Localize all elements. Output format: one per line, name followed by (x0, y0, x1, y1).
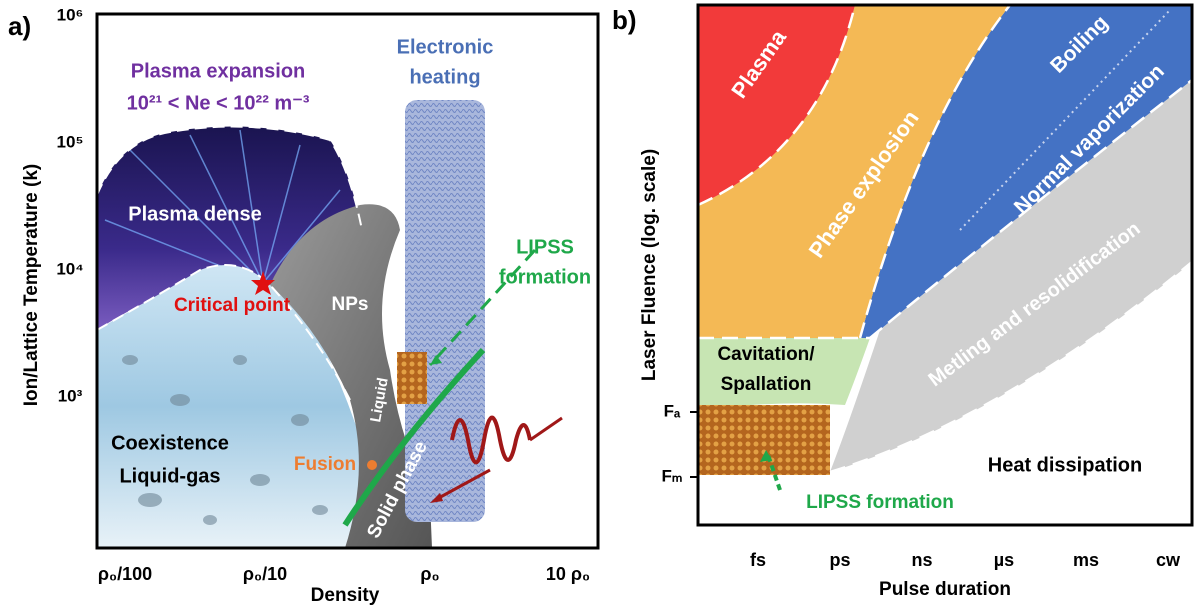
annotation: Coexistence (111, 432, 229, 454)
panel-label: b) (612, 5, 637, 35)
y-tick-label: 10³ (58, 386, 83, 405)
x-tick-label: ms (1073, 550, 1099, 570)
annotation: Plasma dense (128, 203, 261, 225)
annotation: Liquid-gas (119, 465, 220, 487)
lipss-image (397, 352, 427, 404)
panel-b: b) Laser Fluence (log. scale) Fₐ Fₘ fs p… (612, 5, 1192, 600)
x-tick-label: cw (1156, 550, 1181, 570)
x-tick-label: µs (994, 550, 1014, 570)
annotation: LIPSS formation (806, 492, 954, 513)
annotation: LIPSS (516, 236, 574, 258)
x-tick-label: ns (911, 550, 932, 570)
lipss-image (698, 405, 830, 475)
x-tick-label: ps (829, 550, 850, 570)
annotation: Cavitation/ (717, 344, 815, 365)
x-tick-label: fs (750, 550, 766, 570)
y-axis-title: Ion/Lattice Temperature (k) (21, 164, 42, 406)
annotation: Fusion (294, 454, 356, 475)
x-axis-title: Pulse duration (879, 579, 1011, 600)
annotation: Spallation (721, 374, 812, 395)
panel-a: a) 10⁶ 10⁵ 10⁴ 10³ Ion/Lattice Temperatu… (8, 5, 598, 606)
fusion-point (367, 460, 377, 470)
y-tick-label: Fₘ (662, 466, 683, 485)
annotation: Heat dissipation (988, 454, 1142, 476)
x-tick-label: ρ₀/10 (243, 564, 287, 584)
x-tick-label: ρ₀/100 (98, 564, 152, 584)
panel-label: a) (8, 11, 31, 41)
annotation: Plasma expansion (131, 60, 306, 82)
y-tick-label: 10⁶ (57, 5, 84, 24)
x-axis-title: Density (311, 585, 380, 606)
annotation: Electronic (397, 36, 494, 58)
annotation: 10²¹ < Ne < 10²² m⁻³ (127, 92, 310, 114)
y-tick-label: Fₐ (664, 401, 681, 420)
x-tick-label: 10 ρ₀ (546, 564, 590, 584)
figure: a) 10⁶ 10⁵ 10⁴ 10³ Ion/Lattice Temperatu… (0, 0, 1201, 606)
annotation: NPs (332, 294, 369, 315)
y-axis-title: Laser Fluence (log. scale) (639, 149, 660, 381)
y-tick-label: 10⁴ (56, 259, 83, 278)
annotation: formation (499, 266, 591, 288)
x-tick-label: ρ₀ (420, 564, 439, 584)
annotation: heating (409, 66, 480, 88)
annotation: Critical point (174, 295, 291, 316)
y-tick-label: 10⁵ (57, 132, 84, 151)
